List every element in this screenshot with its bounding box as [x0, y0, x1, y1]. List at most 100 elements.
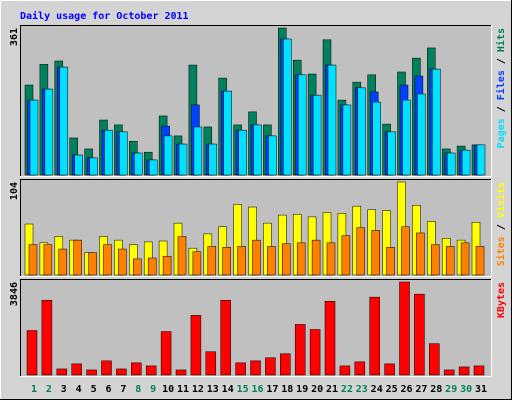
bar	[399, 281, 410, 376]
bar	[101, 360, 112, 376]
legend: KBytes	[496, 282, 507, 318]
legend-separator: /	[496, 100, 507, 118]
bar	[177, 236, 187, 276]
x-tick-label: 2	[46, 384, 52, 395]
bar	[339, 365, 351, 376]
bar	[326, 242, 336, 276]
x-tick-label: 16	[251, 384, 263, 395]
bar	[250, 360, 261, 376]
y-tick-label: 361	[9, 28, 20, 46]
bar	[131, 362, 142, 376]
bar	[190, 315, 202, 376]
bar	[431, 244, 440, 276]
x-tick-label: 4	[76, 384, 82, 395]
x-tick-label: 6	[105, 384, 111, 395]
bar	[116, 368, 127, 376]
bar	[414, 293, 425, 376]
bar	[133, 258, 142, 276]
bar	[354, 361, 366, 376]
bar	[476, 144, 486, 176]
x-tick-label: 17	[266, 384, 278, 395]
bar	[134, 152, 143, 176]
bar	[193, 126, 203, 176]
bar	[309, 329, 321, 376]
bar	[41, 299, 53, 376]
x-tick-label: 1	[31, 384, 37, 395]
x-tick-label: 12	[192, 384, 204, 395]
bar	[252, 239, 261, 276]
bar	[223, 90, 232, 176]
bar	[26, 330, 38, 376]
bar	[416, 232, 425, 276]
bar	[71, 363, 82, 376]
x-tick-label: 11	[177, 384, 189, 395]
bar	[178, 143, 188, 176]
bar	[145, 365, 157, 376]
bar	[29, 99, 39, 176]
legend-entry: Pages	[496, 118, 507, 148]
bar	[118, 248, 127, 276]
x-tick-label: 22	[341, 384, 353, 395]
bar	[208, 143, 218, 176]
bar	[103, 244, 112, 276]
bar	[74, 154, 83, 176]
x-tick-label: 27	[415, 384, 427, 395]
legend: Sites / Visits	[495, 182, 507, 266]
x-tick-label: 9	[150, 384, 156, 395]
chart-title: Daily usage for October 2011	[20, 10, 189, 22]
x-tick-label: 25	[386, 384, 398, 395]
x-tick-label: 3	[61, 384, 67, 395]
bar	[148, 159, 158, 176]
bar	[265, 357, 276, 376]
x-tick-label: 13	[207, 384, 219, 395]
bar	[207, 246, 217, 276]
bar	[342, 104, 352, 176]
x-tick-label: 10	[162, 384, 174, 395]
legend-separator: /	[496, 218, 507, 236]
bar	[429, 343, 440, 376]
bar	[104, 129, 113, 176]
bar	[460, 242, 470, 276]
legend-entry: Files	[495, 70, 507, 100]
bar	[296, 242, 306, 276]
bar	[372, 101, 381, 176]
bar	[147, 257, 157, 276]
bar	[297, 74, 307, 176]
legend-entry: Hits	[495, 28, 507, 52]
bar	[384, 363, 395, 376]
legend-entry: KBytes	[496, 282, 507, 318]
bar	[162, 255, 172, 276]
bar	[222, 247, 231, 276]
bar	[88, 252, 97, 276]
bar	[356, 227, 366, 276]
bar	[119, 131, 128, 176]
bar	[28, 244, 38, 276]
bar	[369, 296, 380, 376]
y-tick-label: 104	[9, 182, 20, 200]
bar	[446, 152, 456, 176]
legend: Pages / Files / Hits	[495, 28, 507, 148]
bar	[357, 87, 367, 176]
bar	[192, 251, 202, 276]
bar	[237, 246, 246, 276]
bar	[475, 246, 485, 276]
x-tick-label: 21	[326, 384, 338, 395]
legend-entry: Visits	[495, 182, 507, 218]
bar	[59, 66, 69, 176]
bar	[235, 362, 246, 376]
bar	[417, 93, 426, 176]
x-tick-label: 7	[120, 384, 126, 395]
x-tick-label: 8	[135, 384, 141, 395]
bar	[160, 331, 172, 376]
bar	[341, 235, 351, 276]
bar	[43, 244, 53, 276]
x-tick-label: 23	[356, 384, 368, 395]
bar	[58, 248, 68, 276]
bar	[324, 300, 336, 376]
bar	[327, 64, 337, 176]
bar	[268, 135, 277, 176]
bar	[280, 353, 291, 376]
bar	[311, 239, 321, 276]
bar	[432, 68, 441, 176]
x-tick-label: 31	[475, 384, 487, 395]
